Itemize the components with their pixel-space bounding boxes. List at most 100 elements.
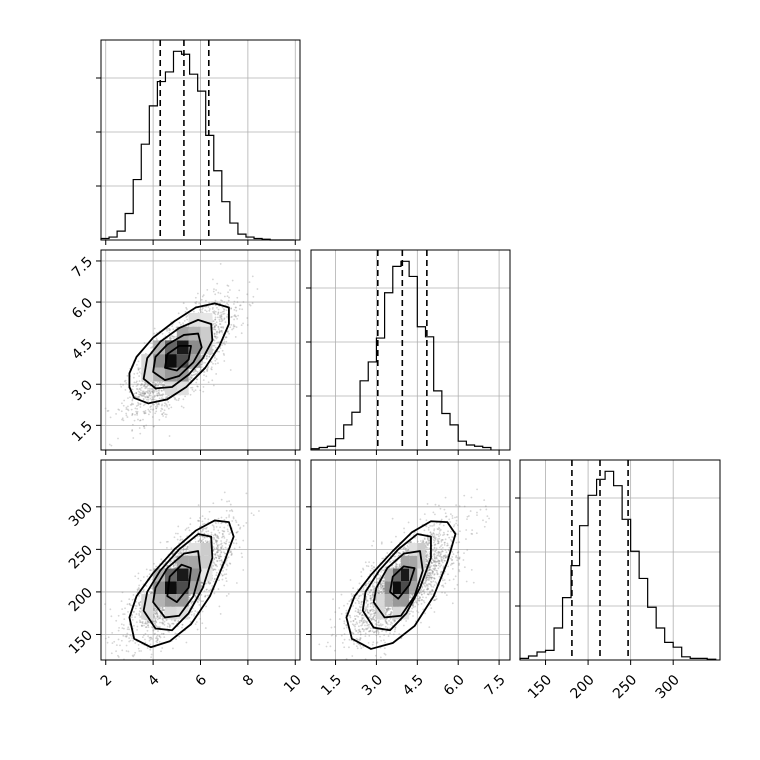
scatter-point	[191, 388, 194, 391]
scatter-point	[217, 341, 220, 344]
scatter-point	[152, 381, 155, 384]
scatter-point	[233, 314, 236, 316]
scatter-point	[205, 369, 208, 371]
scatter-point	[206, 357, 208, 360]
scatter-point	[152, 409, 154, 411]
scatter-point	[137, 572, 140, 575]
scatter-point	[104, 637, 107, 640]
scatter-point	[231, 279, 234, 282]
density-cell	[164, 367, 177, 382]
scatter-point	[155, 407, 158, 410]
scatter-point	[133, 381, 136, 384]
scatter-point	[121, 402, 123, 405]
scatter-point	[143, 624, 145, 627]
scatter-point	[203, 536, 206, 539]
scatter-point	[121, 608, 124, 611]
scatter-point	[177, 399, 180, 402]
scatter-point	[144, 395, 147, 398]
scatter-point	[218, 350, 220, 353]
scatter-point	[150, 569, 152, 572]
scatter-point	[144, 409, 147, 412]
density-panel-p0-p1: 1.53.04.56.07.5	[69, 249, 301, 455]
scatter-point	[144, 622, 147, 625]
scatter-point	[174, 563, 177, 565]
scatter-point	[168, 395, 171, 397]
scatter-point	[194, 368, 197, 371]
scatter-point	[214, 533, 217, 536]
scatter-point	[218, 555, 221, 558]
scatter-point	[174, 619, 177, 622]
scatter-point	[219, 263, 222, 265]
scatter-point	[121, 591, 124, 594]
scatter-point	[220, 546, 223, 549]
scatter-point	[140, 386, 143, 389]
scatter-point	[230, 316, 233, 319]
scatter-point	[143, 427, 146, 429]
scatter-point	[153, 609, 156, 611]
scatter-point	[144, 638, 146, 641]
scatter-point	[119, 669, 121, 671]
scatter-point	[155, 410, 158, 413]
scatter-point	[121, 417, 124, 420]
scatter-point	[175, 561, 178, 564]
scatter-point	[215, 540, 218, 542]
scatter-point	[233, 303, 235, 305]
scatter-point	[151, 390, 153, 393]
scatter-point	[232, 516, 235, 519]
scatter-point	[201, 295, 204, 298]
scatter-point	[197, 519, 199, 522]
scatter-point	[214, 346, 217, 349]
scatter-point	[182, 548, 185, 551]
scatter-point	[143, 403, 146, 406]
scatter-point	[155, 407, 158, 410]
scatter-point	[138, 619, 141, 622]
scatter-point	[222, 325, 224, 328]
scatter-point	[144, 626, 147, 629]
scatter-point	[211, 524, 214, 526]
scatter-point	[213, 325, 216, 328]
x-tick-label: 150	[525, 672, 555, 702]
scatter-point	[205, 605, 207, 608]
scatter-point	[217, 537, 220, 540]
scatter-point	[196, 372, 198, 375]
scatter-point	[150, 636, 153, 639]
scatter-point	[181, 626, 183, 629]
scatter-point	[154, 610, 156, 612]
scatter-point	[213, 310, 216, 313]
scatter-point	[216, 545, 219, 548]
scatter-point	[221, 561, 223, 563]
scatter-point	[111, 642, 114, 645]
scatter-point	[156, 338, 158, 341]
scatter-point	[154, 610, 157, 612]
scatter-point	[204, 361, 206, 364]
scatter-point	[197, 504, 200, 507]
scatter-point	[177, 552, 180, 555]
scatter-point	[198, 597, 200, 600]
scatter-point	[203, 374, 205, 377]
histogram-line-p2	[519, 470, 717, 660]
scatter-point	[225, 559, 228, 562]
scatter-point	[228, 533, 231, 535]
scatter-point	[157, 384, 160, 387]
scatter-point	[200, 600, 203, 603]
scatter-point	[210, 368, 213, 371]
scatter-point	[256, 288, 259, 290]
scatter-point	[138, 604, 141, 606]
scatter-point	[225, 580, 228, 583]
scatter-point	[154, 384, 157, 387]
scatter-point	[127, 397, 129, 400]
scatter-point	[175, 566, 177, 569]
x-tick-label: 200	[568, 672, 598, 702]
density-cell	[153, 340, 165, 355]
scatter-point	[220, 551, 223, 553]
scatter-point	[214, 322, 216, 325]
scatter-point	[168, 336, 171, 339]
scatter-point	[134, 616, 136, 619]
scatter-point	[194, 623, 197, 625]
scatter-point	[207, 582, 210, 584]
scatter-point	[144, 622, 147, 625]
scatter-point	[217, 312, 220, 315]
scatter-point	[129, 639, 132, 642]
scatter-point	[215, 331, 218, 333]
scatter-point	[145, 568, 148, 571]
